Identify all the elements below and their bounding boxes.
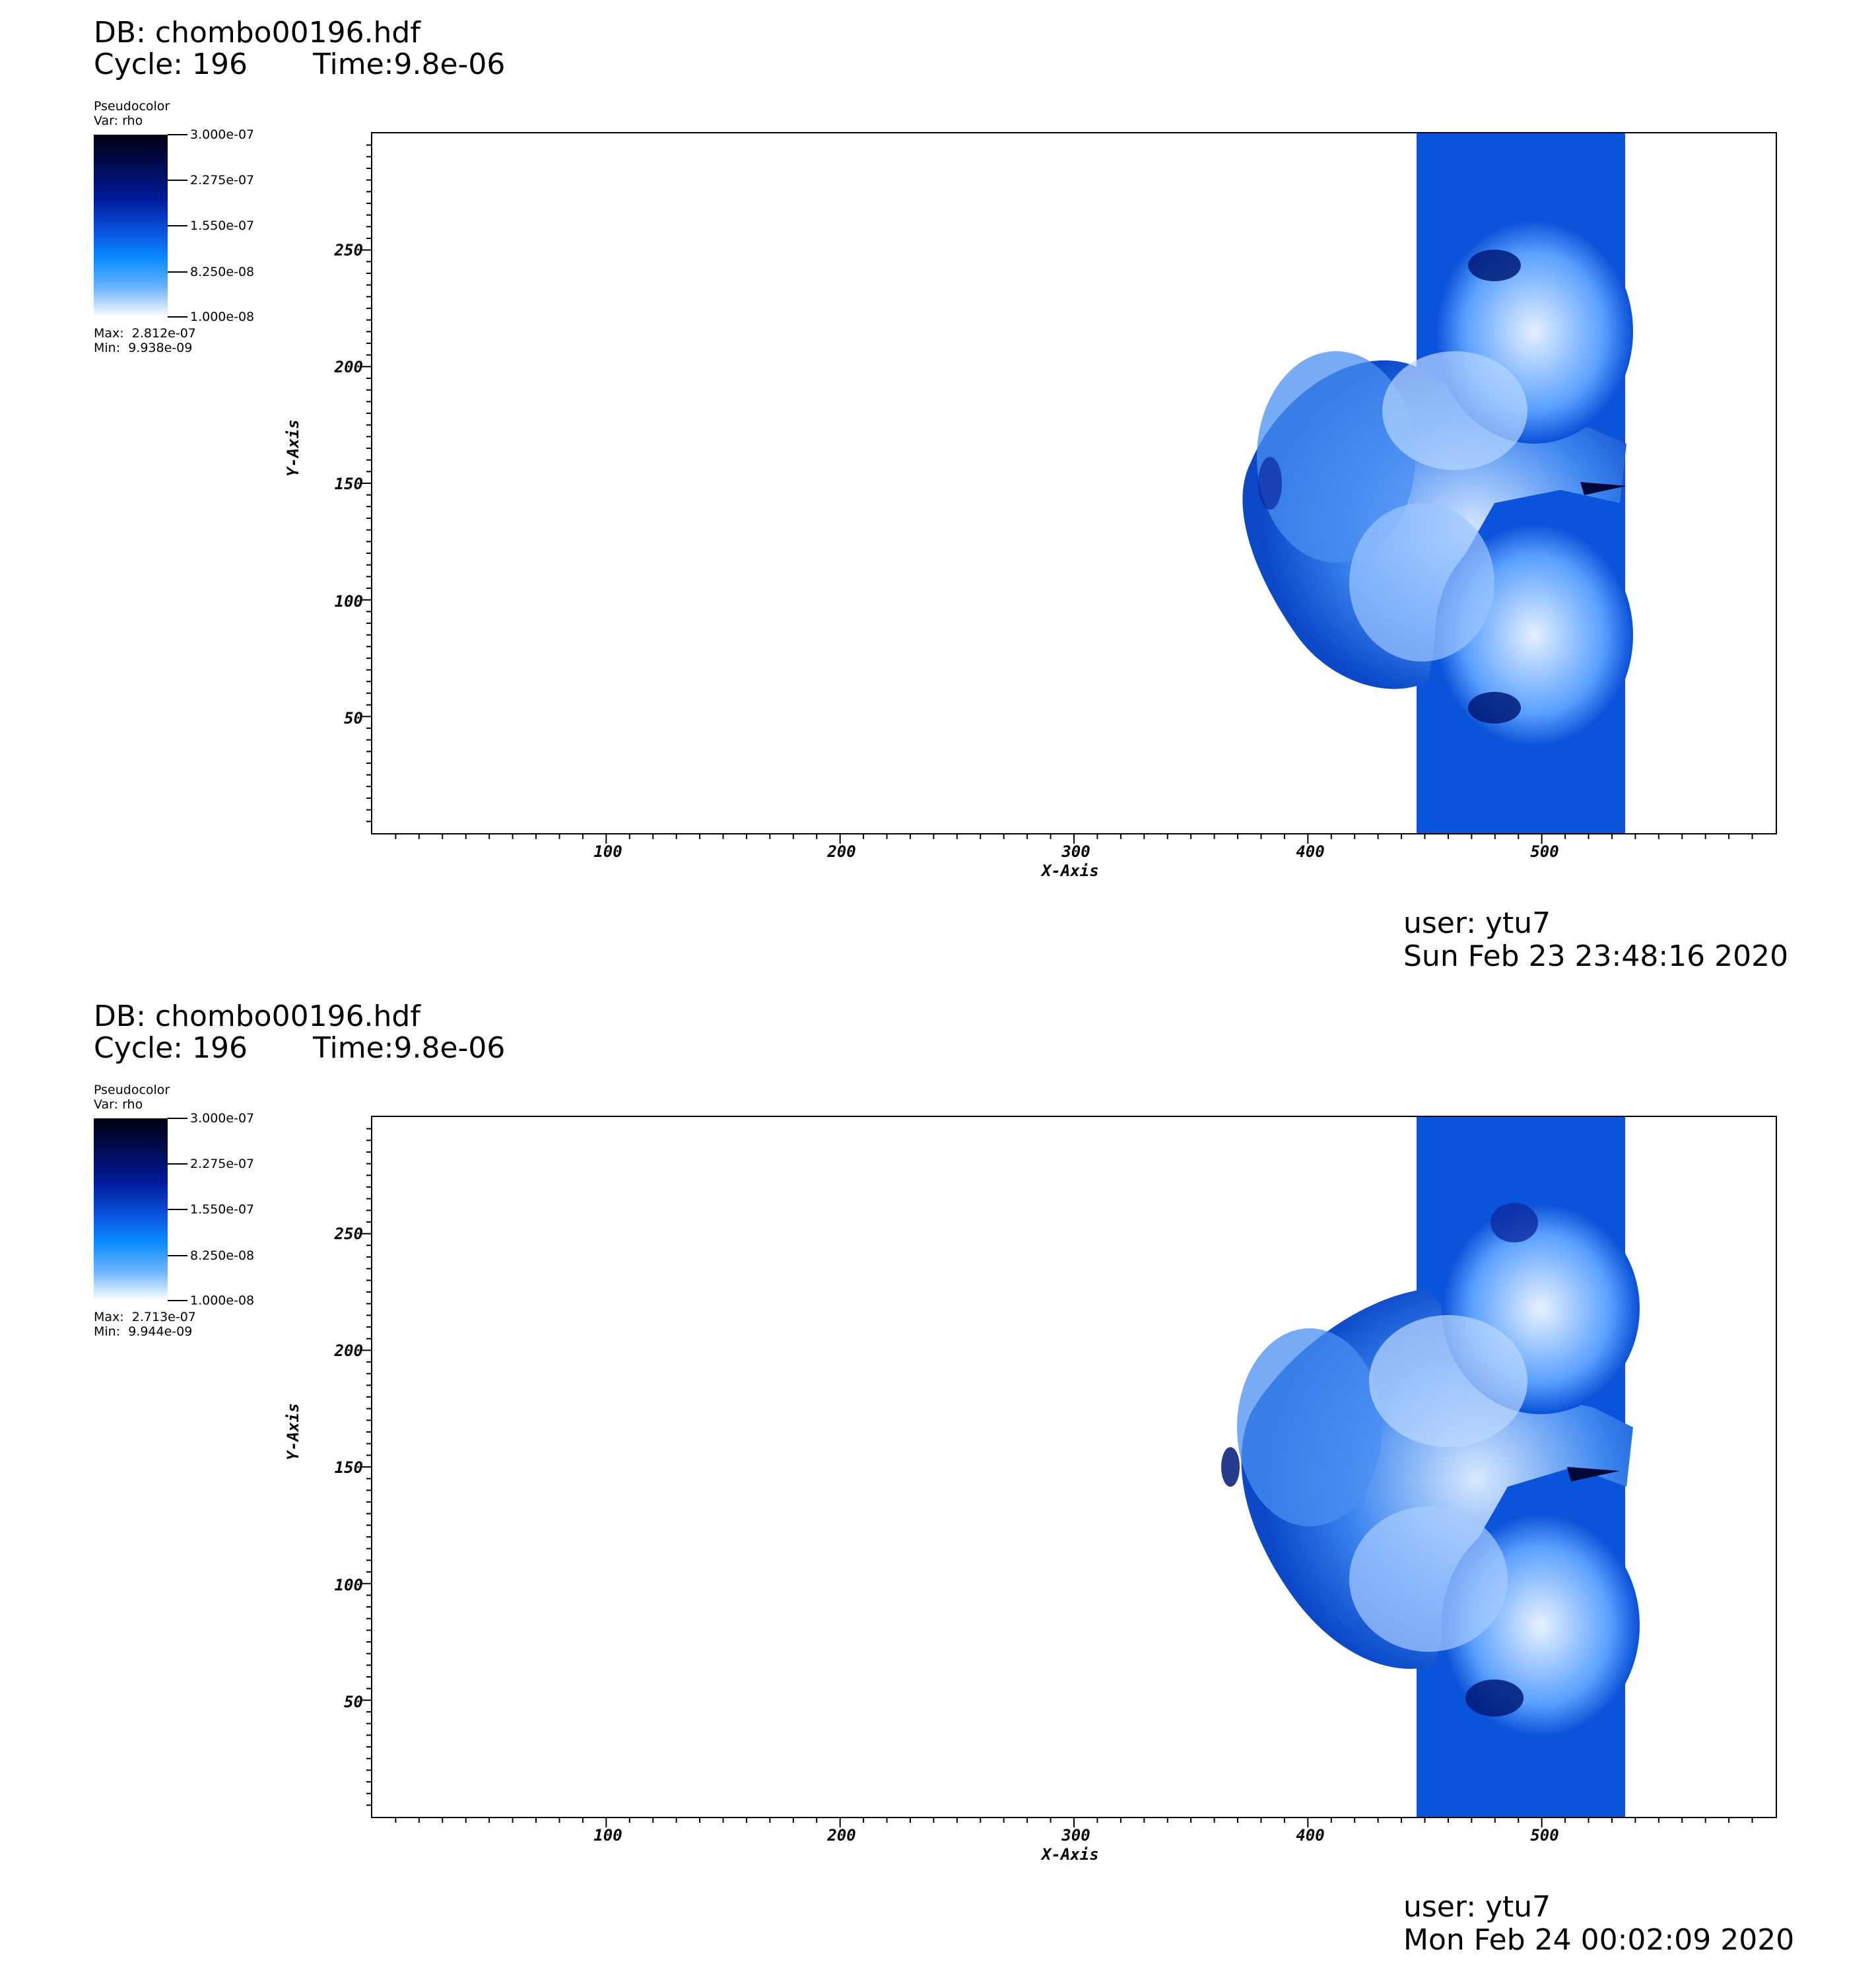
y-tick-label: 250	[334, 241, 363, 259]
colorbar-tick-label: 1.000e-08	[190, 1293, 255, 1308]
x-tick-label: 300	[1061, 842, 1090, 861]
x-tick-label: 200	[827, 842, 856, 861]
y-tick-label: 250	[334, 1225, 363, 1243]
db-label: DB: chombo00196.hdf	[94, 16, 420, 50]
y-tick-label: 100	[334, 1576, 363, 1594]
y-axis-title: Y-Axis	[284, 1403, 302, 1460]
colorbar-tick-label: 1.000e-08	[190, 310, 255, 324]
colorbar-tick	[168, 316, 187, 318]
legend-max: Max: 2.812e-07	[94, 326, 196, 341]
x-tick-label: 100	[593, 1826, 622, 1845]
colorbar-tick-label: 1.550e-07	[190, 1202, 255, 1217]
date-label: Mon Feb 24 00:02:09 2020	[1403, 1923, 1795, 1957]
user-label: user: ytu7	[1403, 1890, 1551, 1924]
colorbar	[94, 1118, 168, 1301]
y-tick-label: 150	[334, 1458, 363, 1477]
y-tick-label: 200	[334, 1342, 363, 1360]
x-axis-title: X-Axis	[1042, 862, 1099, 880]
colorbar-tick	[168, 1255, 187, 1256]
x-axis-title: X-Axis	[1042, 1845, 1099, 1864]
colorbar-tick-label: 1.550e-07	[190, 219, 255, 233]
legend-plot-type: Pseudocolor	[94, 99, 170, 114]
db-label: DB: chombo00196.hdf	[94, 1000, 420, 1033]
cycle-label: Cycle: 196	[94, 48, 248, 81]
colorbar-tick	[168, 134, 187, 135]
colorbar-tick-label: 8.250e-08	[190, 265, 255, 279]
colorbar-tick	[168, 1300, 187, 1301]
x-tick-label: 300	[1061, 1826, 1090, 1845]
colorbar-tick	[168, 271, 187, 273]
x-tick-label: 500	[1530, 1826, 1559, 1845]
density-field	[1221, 1117, 1640, 1817]
y-tick-label: 50	[344, 1693, 363, 1711]
y-tick-label: 50	[344, 709, 363, 728]
legend-var: Var: rho	[94, 114, 143, 128]
colorbar-tick-label: 2.275e-07	[190, 1157, 255, 1171]
y-tick-label: 200	[334, 358, 363, 376]
time-label: Time:9.8e-06	[313, 48, 506, 81]
cycle-label: Cycle: 196	[94, 1031, 248, 1065]
time-label: Time:9.8e-06	[313, 1031, 506, 1065]
colorbar	[94, 135, 168, 317]
y-tick-label: 150	[334, 475, 363, 493]
density-field	[1242, 133, 1633, 833]
axis-ticks	[362, 1128, 1753, 1827]
colorbar-tick-label: 3.000e-07	[190, 127, 255, 142]
panel-bottom: DB: chombo00196.hdf Cycle: 196 Time:9.8e…	[0, 984, 1876, 1969]
legend-max: Max: 2.713e-07	[94, 1310, 196, 1324]
user-label: user: ytu7	[1403, 906, 1551, 940]
date-label: Sun Feb 23 23:48:16 2020	[1403, 939, 1789, 973]
axis-ticks	[362, 144, 1753, 844]
panel-top: DB: chombo00196.hdf Cycle: 196 Time:9.8e…	[94, 16, 1789, 973]
x-tick-label: 400	[1296, 842, 1325, 861]
x-tick-label: 200	[827, 1826, 856, 1845]
colorbar-tick	[168, 225, 187, 226]
x-tick-label: 500	[1530, 842, 1559, 861]
legend-var: Var: rho	[94, 1097, 143, 1112]
legend-min: Min: 9.938e-09	[94, 341, 193, 355]
colorbar-tick-label: 2.275e-07	[190, 173, 255, 187]
colorbar-tick-label: 8.250e-08	[190, 1248, 255, 1263]
legend-plot-type: Pseudocolor	[94, 1083, 170, 1097]
colorbar-tick-label: 3.000e-07	[190, 1111, 255, 1126]
y-axis-title: Y-Axis	[284, 419, 302, 477]
plot-area	[371, 1116, 1777, 1818]
plot-area	[371, 132, 1777, 834]
x-tick-label: 100	[593, 842, 622, 861]
colorbar-tick	[168, 180, 187, 181]
colorbar-tick	[168, 1163, 187, 1165]
legend-min: Min: 9.944e-09	[94, 1324, 193, 1339]
x-tick-label: 400	[1296, 1826, 1325, 1845]
colorbar-tick	[168, 1209, 187, 1210]
colorbar-tick	[168, 1118, 187, 1119]
y-tick-label: 100	[334, 592, 363, 611]
